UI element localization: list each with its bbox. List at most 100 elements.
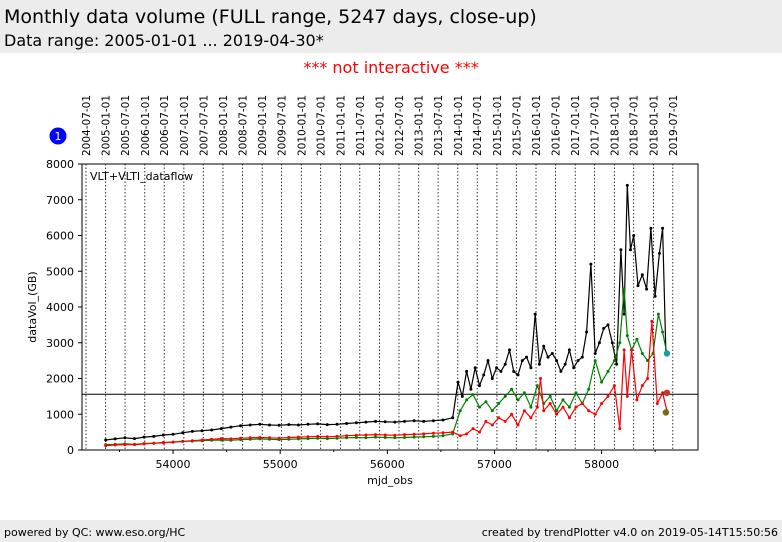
not-interactive-notice: *** not interactive ***	[303, 58, 479, 77]
data-point	[219, 427, 223, 431]
data-point	[210, 437, 214, 441]
data-point	[171, 432, 175, 436]
data-point	[431, 419, 435, 423]
data-point	[600, 402, 604, 405]
data-point	[612, 359, 616, 363]
date-tick-label: 2018-07-01	[629, 95, 641, 156]
y-tick-label: 3000	[46, 337, 74, 350]
data-point	[345, 422, 349, 425]
data-point	[354, 421, 358, 425]
data-point	[657, 251, 661, 255]
data-point	[403, 433, 406, 437]
data-point	[503, 394, 507, 398]
data-point	[580, 355, 584, 359]
data-point	[306, 422, 310, 426]
data-point	[104, 438, 108, 442]
data-point	[422, 419, 426, 423]
y-tick-label: 8000	[46, 158, 74, 171]
data-point	[473, 366, 477, 370]
data-point	[364, 420, 368, 424]
data-point	[484, 419, 488, 423]
data-point	[296, 435, 300, 439]
data-point	[152, 441, 156, 445]
data-point	[465, 369, 469, 373]
marker-badge-label: 1	[55, 130, 62, 143]
data-point	[403, 436, 406, 439]
date-tick-label: 2019-07-01	[668, 95, 680, 156]
series-line	[105, 321, 668, 447]
data-point	[636, 284, 640, 288]
data-point	[580, 402, 584, 405]
data-point	[441, 418, 445, 422]
data-point	[316, 422, 320, 426]
y-axis-label: dataVol_(GB)	[26, 271, 39, 342]
data-point	[510, 412, 514, 416]
data-point	[268, 436, 271, 440]
data-point	[277, 436, 281, 440]
data-point	[522, 391, 526, 395]
data-point	[539, 377, 542, 380]
data-point	[412, 419, 416, 423]
data-point	[572, 366, 576, 370]
data-point	[441, 431, 445, 435]
data-point	[593, 412, 597, 416]
data-point	[593, 359, 597, 363]
data-point	[306, 435, 310, 439]
data-point	[656, 312, 660, 316]
data-point	[529, 366, 533, 370]
data-point	[210, 428, 214, 432]
data-point	[632, 234, 636, 237]
data-point	[535, 405, 539, 409]
data-point	[650, 319, 654, 323]
data-point	[412, 435, 416, 439]
date-tick-label: 2012-01-01	[375, 95, 387, 156]
data-point	[640, 352, 644, 355]
series-line	[105, 185, 667, 441]
page-title: Monthly data volume (FULL range, 5247 da…	[4, 6, 537, 28]
data-point	[104, 444, 108, 448]
data-point	[248, 423, 252, 427]
date-tick-label: 2011-07-01	[355, 95, 367, 156]
data-point	[374, 419, 377, 423]
data-point	[383, 420, 387, 424]
data-point	[374, 433, 377, 437]
x-tick-label: 55000	[263, 458, 298, 471]
data-point	[587, 409, 591, 413]
data-point	[625, 183, 629, 187]
data-point	[161, 441, 165, 445]
y-tick-label: 5000	[46, 265, 74, 278]
plot-frame	[81, 163, 699, 451]
data-point	[258, 422, 262, 426]
data-point	[478, 384, 481, 388]
date-tick-label: 2012-07-01	[394, 95, 406, 156]
data-point	[606, 394, 610, 398]
data-point	[422, 432, 426, 436]
data-point	[458, 434, 462, 438]
data-point	[219, 437, 223, 441]
data-point	[618, 427, 622, 431]
data-point	[133, 443, 136, 447]
data-point	[497, 402, 501, 405]
data-point	[422, 435, 426, 439]
data-point	[535, 384, 539, 388]
data-point	[529, 416, 533, 420]
data-point	[661, 330, 665, 334]
data-point	[383, 433, 387, 437]
marker-badge	[49, 127, 67, 145]
data-point	[589, 262, 593, 266]
data-point	[646, 377, 650, 380]
data-point	[374, 435, 377, 439]
data-point	[200, 429, 204, 433]
data-point	[635, 337, 639, 341]
data-point	[142, 435, 146, 439]
data-point	[533, 312, 537, 316]
data-point	[316, 434, 320, 438]
data-point	[497, 416, 501, 420]
date-tick-label: 2005-01-01	[101, 95, 113, 156]
data-point	[602, 326, 606, 330]
data-point	[574, 405, 578, 409]
data-point	[525, 355, 529, 359]
data-point	[354, 433, 358, 437]
data-point	[529, 405, 533, 409]
